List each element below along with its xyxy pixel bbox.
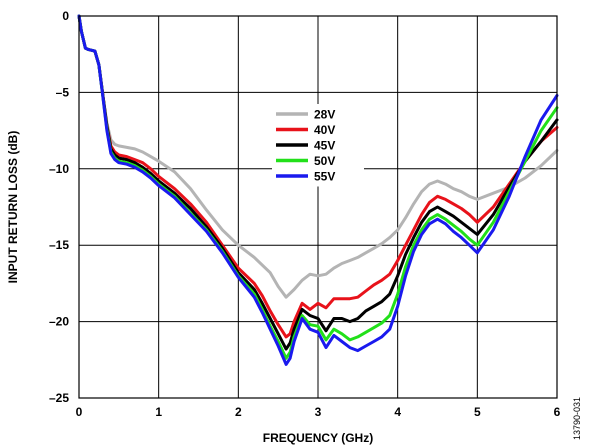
grid <box>78 15 558 399</box>
figure-id: 13790-031 <box>572 397 582 440</box>
y-tick-label: –20 <box>49 315 69 329</box>
x-tick-label: 6 <box>554 405 561 419</box>
y-tick-label: –5 <box>56 85 70 99</box>
legend-label-55V: 55V <box>314 170 335 184</box>
series-line-40V <box>77 14 559 339</box>
x-tick-label: 5 <box>474 405 481 419</box>
x-tick-label: 0 <box>76 405 83 419</box>
y-tick-label: 0 <box>62 9 69 23</box>
x-tick-label: 2 <box>235 405 242 419</box>
x-tick-label: 4 <box>394 405 401 419</box>
series-line-28V <box>77 14 559 299</box>
x-tick-label: 1 <box>155 405 162 419</box>
y-tick-label: –15 <box>49 238 69 252</box>
y-axis-title: INPUT RETURN LOSS (dB) <box>6 131 20 284</box>
legend-label-50V: 50V <box>314 154 335 168</box>
series-line-45V <box>77 14 559 351</box>
legend-label-40V: 40V <box>314 123 335 137</box>
x-tick-label: 3 <box>315 405 322 419</box>
legend-label-28V: 28V <box>314 108 335 122</box>
plot-frame <box>78 15 558 399</box>
series-line-55V <box>77 14 559 366</box>
x-tick-labels: 0 1 2 3 4 5 6 <box>76 405 561 419</box>
y-tick-label: –25 <box>49 391 69 405</box>
y-tick-labels: 0 –5 –10 –15 –20 –25 <box>49 9 69 405</box>
y-tick-label: –10 <box>49 162 69 176</box>
series-lines <box>77 14 559 366</box>
legend-label-45V: 45V <box>314 139 335 153</box>
x-axis-title: FREQUENCY (GHz) <box>263 431 373 445</box>
